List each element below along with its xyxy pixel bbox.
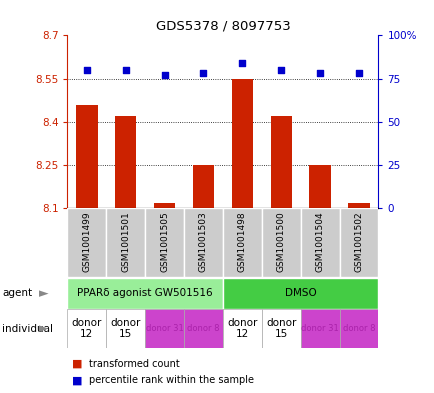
Text: donor
12: donor 12 [72, 318, 102, 339]
Text: ■: ■ [72, 375, 82, 386]
Text: ►: ► [39, 322, 48, 336]
Bar [145, 208, 184, 277]
Point [161, 72, 168, 78]
Text: transformed count: transformed count [89, 358, 180, 369]
Bar [67, 278, 222, 309]
Bar [115, 116, 136, 208]
Bar [192, 165, 214, 208]
Point [83, 67, 90, 73]
Bar [106, 208, 145, 277]
Text: donor 31: donor 31 [145, 324, 183, 333]
Bar [300, 208, 339, 277]
Bar [261, 208, 300, 277]
Text: donor
15: donor 15 [110, 318, 141, 339]
Bar [67, 309, 106, 348]
Point [200, 70, 207, 77]
Text: donor 31: donor 31 [301, 324, 338, 333]
Point [277, 67, 284, 73]
Text: DMSO: DMSO [284, 288, 316, 298]
Text: GSM1001505: GSM1001505 [160, 212, 169, 272]
Bar [261, 309, 300, 348]
Text: ►: ► [39, 286, 48, 300]
Bar [184, 309, 223, 348]
Bar [309, 165, 330, 208]
Text: individual: individual [2, 324, 53, 334]
Text: GSM1001504: GSM1001504 [315, 212, 324, 272]
Point [355, 70, 362, 77]
Text: GSM1001502: GSM1001502 [354, 212, 363, 272]
Bar [222, 309, 261, 348]
Text: agent: agent [2, 288, 32, 298]
Bar [339, 208, 378, 277]
Bar [76, 105, 97, 208]
Text: GSM1001501: GSM1001501 [121, 212, 130, 272]
Text: ■: ■ [72, 358, 82, 369]
Bar [222, 278, 378, 309]
Bar [154, 202, 175, 208]
Text: GSM1001499: GSM1001499 [82, 212, 91, 272]
Bar [348, 202, 369, 208]
Text: donor 8: donor 8 [342, 324, 375, 333]
Bar [106, 309, 145, 348]
Bar [67, 208, 106, 277]
Bar [222, 208, 261, 277]
Point [122, 67, 129, 73]
Text: GSM1001500: GSM1001500 [276, 212, 285, 272]
Bar [184, 208, 222, 277]
Point [238, 60, 245, 66]
Text: percentile rank within the sample: percentile rank within the sample [89, 375, 253, 386]
Text: donor
12: donor 12 [227, 318, 257, 339]
Point [316, 70, 323, 77]
Text: GSM1001503: GSM1001503 [198, 212, 207, 272]
Text: PPARδ agonist GW501516: PPARδ agonist GW501516 [77, 288, 213, 298]
Bar [270, 116, 291, 208]
Text: GSM1001498: GSM1001498 [237, 212, 247, 272]
Bar [339, 309, 378, 348]
Bar [231, 79, 253, 208]
Text: donor
15: donor 15 [266, 318, 296, 339]
Bar [300, 309, 339, 348]
Text: donor 8: donor 8 [187, 324, 219, 333]
Title: GDS5378 / 8097753: GDS5378 / 8097753 [155, 20, 289, 33]
Bar [145, 309, 184, 348]
